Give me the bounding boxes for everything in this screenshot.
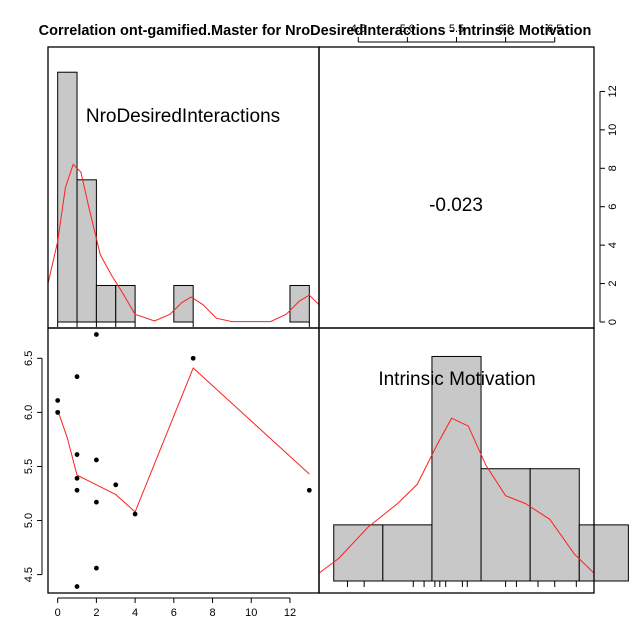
scatter-point-14 — [306, 487, 312, 493]
x-axis-top: 4.5 5.0 5.5 6.0 6.5 — [351, 23, 562, 43]
hist-bar-x-0 — [57, 71, 78, 323]
scatter-point-2 — [74, 374, 80, 380]
y-tick-label-2: 5.5 — [23, 459, 35, 474]
top-tick-label-3: 6.0 — [498, 23, 513, 35]
y-tick-label-1: 5.0 — [23, 513, 35, 528]
right-tick-label-5: 10 — [607, 124, 619, 136]
correlation-value: -0.023 — [429, 195, 483, 216]
x-tick-label-1: 2 — [93, 607, 99, 619]
loess-smooth-line — [57, 367, 310, 513]
x-axis-bottom: 0 2 4 6 8 10 12 — [55, 597, 296, 619]
hist-bar-x-5 — [289, 284, 310, 323]
scatter-point-6 — [74, 584, 80, 589]
x-tick-label-6: 12 — [284, 607, 296, 619]
y-tick-label-3: 6.0 — [23, 405, 35, 420]
y-axis-left: 4.5 5.0 5.5 6.0 6.5 — [23, 351, 43, 582]
hist-bar-y-2 — [431, 355, 482, 582]
hist-bar-x-1 — [76, 179, 97, 323]
hist-bar-y-1 — [382, 524, 433, 582]
scatter-point-12 — [132, 511, 138, 517]
scatter-point-7 — [93, 332, 99, 337]
scatter-point-8 — [93, 457, 99, 463]
scatter-point-4 — [74, 475, 80, 481]
top-tick-label-4: 6.5 — [547, 23, 562, 35]
x-tick-label-0: 0 — [55, 607, 61, 619]
correlation-panel — [318, 46, 595, 329]
hist-bar-x-2 — [95, 284, 117, 323]
hist-bar-x-4 — [173, 284, 194, 323]
right-tick-label-4: 8 — [607, 165, 619, 171]
right-tick-label-1: 2 — [607, 281, 619, 287]
hist-bar-y-4 — [529, 468, 580, 582]
variable-label-nrodesiredinteractions: NroDesiredInteractions — [86, 106, 280, 127]
density-curve-x — [47, 163, 320, 323]
x-tick-label-4: 8 — [209, 607, 215, 619]
panel-frame-bottom-left — [47, 327, 320, 594]
y-tick-label-0: 4.5 — [23, 567, 35, 582]
scatter-point-10 — [93, 565, 99, 571]
density-curve-y — [318, 417, 595, 574]
x-tick-label-2: 4 — [132, 607, 138, 619]
panel-frame-top-right — [318, 46, 595, 329]
right-tick-label-2: 4 — [607, 242, 619, 248]
panel-frame-bottom-right — [318, 327, 595, 594]
hist-bar-y-5 — [578, 524, 629, 582]
scatter-point-0 — [55, 409, 61, 415]
right-tick-label-3: 6 — [607, 204, 619, 210]
right-tick-label-0: 0 — [607, 319, 619, 325]
scatter-point-11 — [113, 482, 119, 488]
top-tick-label-1: 5.0 — [400, 23, 415, 35]
chart-title: Correlation ont-gamified.Master for NroD… — [39, 23, 592, 39]
x-tick-label-5: 10 — [245, 607, 257, 619]
scatter-point-3 — [74, 452, 80, 457]
x-tick-label-3: 6 — [171, 607, 177, 619]
y-tick-label-4: 6.5 — [23, 351, 35, 366]
variable-label-intrinsic-motivation: Intrinsic Motivation — [378, 369, 535, 390]
scatter-panel — [47, 327, 320, 594]
scatter-point-1 — [55, 398, 61, 403]
hist-bar-x-3 — [115, 284, 136, 323]
histogram-panel-nrodesiredinteractions — [47, 46, 320, 329]
right-tick-label-6: 12 — [607, 85, 619, 97]
hist-bar-y-0 — [333, 524, 384, 582]
hist-bar-y-3 — [480, 468, 531, 582]
histogram-panel-intrinsic-motivation — [318, 327, 629, 594]
y-axis-right: 0 2 4 6 8 10 12 — [599, 85, 619, 325]
top-tick-label-0: 4.5 — [351, 23, 366, 35]
scatter-point-13 — [190, 355, 196, 361]
scatter-point-5 — [74, 487, 80, 493]
top-tick-label-2: 5.5 — [449, 23, 464, 35]
scatter-point-9 — [93, 499, 99, 505]
